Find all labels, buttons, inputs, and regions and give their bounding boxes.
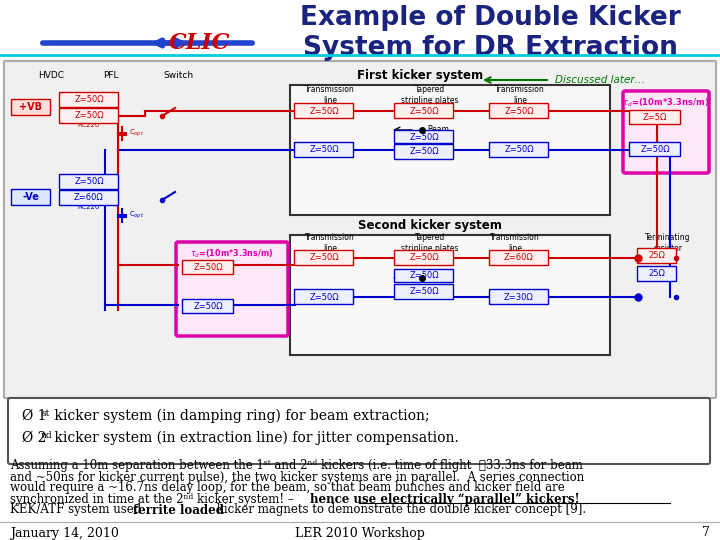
FancyBboxPatch shape: [12, 99, 50, 116]
Text: Z=50Ω: Z=50Ω: [74, 111, 104, 120]
Text: Discussed later…: Discussed later…: [555, 75, 645, 85]
Text: Ø 1: Ø 1: [22, 409, 47, 423]
Text: PFL: PFL: [103, 71, 119, 79]
Bar: [290, 85, 610, 215]
FancyBboxPatch shape: [395, 104, 454, 118]
Text: kicker system (in extraction line) for jitter compensation.: kicker system (in extraction line) for j…: [50, 431, 459, 445]
Text: $\tau_d$=(10m*3.3ns/m): $\tau_d$=(10m*3.3ns/m): [190, 248, 274, 260]
Text: hence use electrically “parallel” kickers!: hence use electrically “parallel” kicker…: [310, 492, 580, 505]
Text: Tapered
stripline plates: Tapered stripline plates: [401, 233, 459, 253]
Text: kicker magnets to demonstrate the double kicker concept [9].: kicker magnets to demonstrate the double…: [213, 503, 586, 516]
Text: Z=50Ω: Z=50Ω: [193, 302, 222, 311]
Text: Beam: Beam: [427, 273, 449, 282]
Text: Example of Double Kicker: Example of Double Kicker: [300, 5, 680, 31]
FancyBboxPatch shape: [294, 289, 354, 305]
FancyBboxPatch shape: [490, 251, 549, 266]
Text: Z=50Ω: Z=50Ω: [74, 96, 104, 105]
Bar: [290, 235, 610, 355]
Text: Z=50Ω: Z=50Ω: [309, 253, 339, 262]
Text: ferrite loaded: ferrite loaded: [133, 503, 224, 516]
Text: Z=50Ω: Z=50Ω: [409, 132, 438, 141]
FancyBboxPatch shape: [294, 251, 354, 266]
FancyBboxPatch shape: [637, 248, 677, 264]
Text: Z=50Ω: Z=50Ω: [504, 106, 534, 116]
Text: C$_{opt}$: C$_{opt}$: [129, 127, 144, 139]
Text: Z=50Ω: Z=50Ω: [640, 145, 670, 154]
Text: Z=50Ω: Z=50Ω: [409, 253, 438, 262]
Text: Tapered
stripline plates: Tapered stripline plates: [401, 85, 459, 105]
Text: 25Ω: 25Ω: [649, 252, 665, 260]
Text: C$_{opt}$: C$_{opt}$: [129, 209, 144, 221]
Text: Z=50Ω: Z=50Ω: [409, 106, 438, 116]
Text: would require a ~16.7ns delay loop, for the beam, so that beam bunches and kicke: would require a ~16.7ns delay loop, for …: [10, 482, 564, 495]
Text: January 14, 2010: January 14, 2010: [10, 526, 119, 539]
FancyBboxPatch shape: [395, 269, 454, 282]
FancyBboxPatch shape: [8, 398, 710, 464]
Text: Z=5Ω: Z=5Ω: [643, 113, 667, 122]
Text: Transmission
line: Transmission line: [490, 233, 540, 253]
Text: st: st: [41, 408, 50, 417]
Text: $\tau_d$=(10m*3.3ns/m): $\tau_d$=(10m*3.3ns/m): [622, 97, 710, 109]
FancyBboxPatch shape: [395, 251, 454, 266]
FancyBboxPatch shape: [182, 260, 233, 274]
FancyBboxPatch shape: [490, 143, 549, 158]
Text: +VB: +VB: [19, 103, 42, 112]
FancyBboxPatch shape: [60, 191, 119, 206]
Text: CLIC: CLIC: [169, 32, 230, 54]
Text: Z=50Ω: Z=50Ω: [309, 145, 339, 154]
Text: HVDC: HVDC: [38, 71, 64, 79]
Text: LER 2010 Workshop: LER 2010 Workshop: [295, 526, 425, 539]
Text: nd: nd: [41, 430, 53, 440]
Text: Z=50Ω: Z=50Ω: [504, 145, 534, 154]
Text: Assuming a 10m separation between the 1ˢᵗ and 2ⁿᵈ kickers (i.e. time of flight  : Assuming a 10m separation between the 1ˢ…: [10, 460, 583, 472]
Text: and ~50ns for kicker current pulse), the two kicker systems are in parallel.  A : and ~50ns for kicker current pulse), the…: [10, 470, 584, 483]
Text: Transmission
line: Transmission line: [495, 85, 545, 105]
FancyBboxPatch shape: [629, 143, 680, 157]
FancyBboxPatch shape: [60, 109, 119, 124]
Text: 25Ω: 25Ω: [649, 269, 665, 279]
Text: System for DR Extraction: System for DR Extraction: [302, 35, 678, 61]
Text: Z=50Ω: Z=50Ω: [409, 147, 438, 157]
Text: Switch: Switch: [163, 71, 193, 79]
Text: Z=50Ω: Z=50Ω: [74, 178, 104, 186]
Text: 7: 7: [702, 526, 710, 539]
FancyBboxPatch shape: [395, 145, 454, 159]
FancyBboxPatch shape: [490, 104, 549, 118]
Text: Second kicker system: Second kicker system: [358, 219, 502, 233]
Text: Transmission
line: Transmission line: [305, 233, 355, 253]
Text: kicker system (in damping ring) for beam extraction;: kicker system (in damping ring) for beam…: [50, 409, 430, 423]
Text: -Ve: -Ve: [22, 192, 40, 202]
FancyBboxPatch shape: [60, 174, 119, 190]
Text: Z=50Ω: Z=50Ω: [409, 272, 438, 280]
Text: Z=30Ω: Z=30Ω: [504, 293, 534, 301]
FancyBboxPatch shape: [490, 289, 549, 305]
FancyBboxPatch shape: [395, 131, 454, 144]
Text: First kicker system: First kicker system: [357, 69, 483, 82]
FancyBboxPatch shape: [637, 267, 677, 281]
FancyBboxPatch shape: [629, 111, 680, 125]
Text: synchronized in time at the 2ⁿᵈ kicker system! –: synchronized in time at the 2ⁿᵈ kicker s…: [10, 492, 297, 505]
FancyBboxPatch shape: [60, 92, 119, 107]
FancyBboxPatch shape: [395, 285, 454, 300]
Text: Z=60Ω: Z=60Ω: [504, 253, 534, 262]
Text: Z=50Ω: Z=50Ω: [193, 263, 222, 272]
Text: KEK/ATF system used: KEK/ATF system used: [10, 503, 145, 516]
Text: Beam: Beam: [427, 125, 449, 134]
FancyBboxPatch shape: [4, 61, 716, 398]
FancyBboxPatch shape: [623, 91, 709, 173]
FancyBboxPatch shape: [12, 190, 50, 206]
Text: Z=60Ω: Z=60Ω: [74, 193, 104, 202]
FancyBboxPatch shape: [176, 242, 288, 336]
Text: RC220: RC220: [78, 204, 100, 210]
Text: Z=50Ω: Z=50Ω: [309, 293, 339, 301]
FancyBboxPatch shape: [294, 143, 354, 158]
Text: Ø 2: Ø 2: [22, 431, 46, 445]
Text: Z=50Ω: Z=50Ω: [409, 287, 438, 296]
FancyBboxPatch shape: [182, 300, 233, 314]
FancyBboxPatch shape: [294, 104, 354, 118]
Text: Transmission
line: Transmission line: [305, 85, 355, 105]
Text: Terminating
resistor: Terminating resistor: [645, 233, 690, 253]
Text: RC220: RC220: [78, 122, 100, 128]
Text: Z=50Ω: Z=50Ω: [309, 106, 339, 116]
